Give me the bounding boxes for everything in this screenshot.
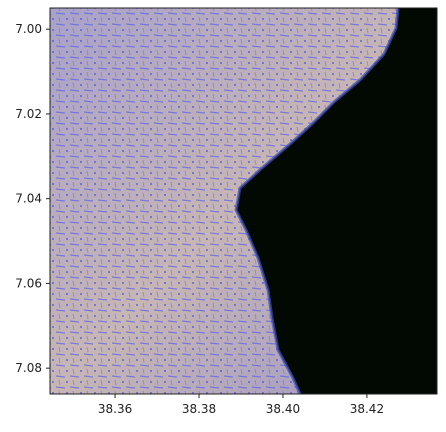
y-tick-label: 7.06 bbox=[15, 276, 42, 290]
axes-frame bbox=[49, 7, 438, 395]
x-tick-label: 38.42 bbox=[350, 402, 384, 416]
x-tick-label: 38.38 bbox=[182, 402, 216, 416]
x-tick-label: 38.36 bbox=[98, 402, 132, 416]
y-tick-label: 7.04 bbox=[15, 192, 42, 206]
x-tick-label: 38.40 bbox=[266, 402, 300, 416]
y-tick-label: 7.00 bbox=[15, 22, 42, 36]
y-tick-label: 7.08 bbox=[15, 361, 42, 375]
y-tick-label: 7.02 bbox=[15, 107, 42, 121]
satellite-image bbox=[50, 7, 437, 395]
